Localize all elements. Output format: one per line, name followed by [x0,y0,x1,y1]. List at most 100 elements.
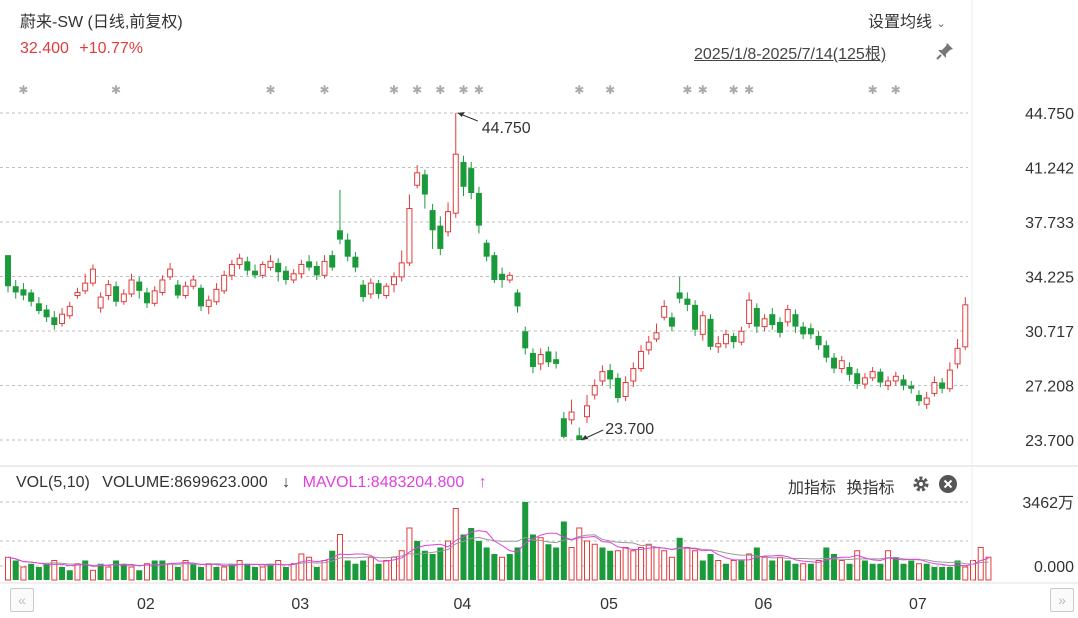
candle-body [699,315,706,335]
candle-body [661,305,668,318]
candle-body [900,379,907,386]
volume-bar [414,541,421,580]
mavol-value: MAVOL1:8483204.800 [302,474,465,491]
volume-bar [136,570,143,580]
volume-bar [59,567,66,580]
candle-body [885,380,892,387]
low-arrow-head [581,435,589,440]
x-tick-label: 07 [908,596,927,613]
candle-body [630,368,637,382]
candle-body [861,377,868,385]
volume-bar [483,547,490,580]
volume-bar [553,547,560,580]
scroll-left-button[interactable]: « [10,588,34,612]
volume-bar [630,550,637,581]
candle-body [437,225,444,249]
volume-bar [514,547,521,580]
candle-body [730,335,737,343]
volume-bar [275,560,282,581]
volume-bar [885,550,892,581]
event-marker-icon: ✱ [319,83,329,97]
close-icon[interactable] [938,474,958,494]
volume-bar [715,560,722,581]
candle-body [190,279,197,287]
candle-body [668,317,675,327]
ma-settings-dropdown[interactable]: 设置均线 ⌄ [868,8,946,32]
volume-bar [584,540,590,581]
event-marker-icon: ✱ [698,83,708,97]
candle-body [800,326,807,335]
volume-arrow: ↓ [282,474,291,491]
swap-indicator-button[interactable]: 换指标 [846,480,895,497]
candle-body [228,263,235,276]
volume-bar [298,553,305,581]
candle-body [908,385,915,389]
volume-bar [313,567,320,580]
event-marker-icon: ✱ [111,83,121,97]
volume-bar [151,560,158,580]
x-tick-label: 02 [136,596,155,613]
volume-bar [537,537,544,581]
candle-body [267,260,274,269]
add-indicator-button[interactable]: 加指标 [788,480,837,497]
mavol1-line [7,530,989,567]
volume-bar [437,547,444,580]
volume-bar [599,547,606,580]
candle-body [367,282,374,295]
chevron-down-icon: ⌄ [936,18,946,30]
volume-bar [198,567,204,580]
volume-bar [568,547,575,581]
candle-body [82,282,89,292]
candle-body [105,284,112,297]
volume-bar [622,547,629,581]
pin-icon[interactable] [934,40,956,62]
volume-bar [946,567,953,580]
candle-body [939,382,946,389]
event-marker-icon: ✱ [474,83,484,97]
volume-bar [545,544,552,580]
candle-body [607,370,614,380]
candle-body [831,357,838,369]
volume-bar [962,566,969,581]
volume-bar [82,560,89,580]
candle-body [568,411,575,421]
volume-bar [321,560,328,581]
candle-body [815,335,822,346]
volume-bar [421,550,428,580]
candle-body [483,242,490,257]
volume-bar [228,563,235,580]
candle-body [35,303,42,312]
volume-bar [352,563,359,580]
volume-bar [259,566,266,581]
candle-body [584,405,590,418]
volume-bar [861,560,868,580]
candle-body [151,290,158,304]
volume-bar [831,554,838,580]
volume-bar [777,556,783,581]
candle-body [722,333,729,345]
candle-body [298,263,305,275]
candle-body [676,292,683,299]
price-axis-labels: 44.750 41.242 37.733 34.225 30.717 27.208 23.7… [1025,106,1074,450]
volume-bar [28,563,35,580]
price-tick-label: 23.700 [1025,433,1074,450]
volume-bars-layer [5,502,992,581]
date-range-link[interactable]: 2025/1/8-2025/7/14(125根) [694,46,887,63]
candle-body [946,369,953,390]
volume-bar [244,563,251,580]
volume-bar [429,554,436,580]
volume-bar [43,563,50,580]
volume-bar [468,528,475,580]
candle-body [445,211,452,233]
volume-bar [769,560,776,580]
volume-gridlines [0,501,968,567]
volume-bar [939,567,946,580]
scroll-right-button[interactable]: » [1050,588,1074,612]
gear-icon[interactable] [911,474,931,494]
volume-bar [491,554,498,580]
volume-bar [707,554,714,580]
candle-body [923,397,930,405]
vol-label: VOL(5,10) [16,474,90,491]
volume-bar [120,563,127,580]
volume-bar [807,563,814,580]
